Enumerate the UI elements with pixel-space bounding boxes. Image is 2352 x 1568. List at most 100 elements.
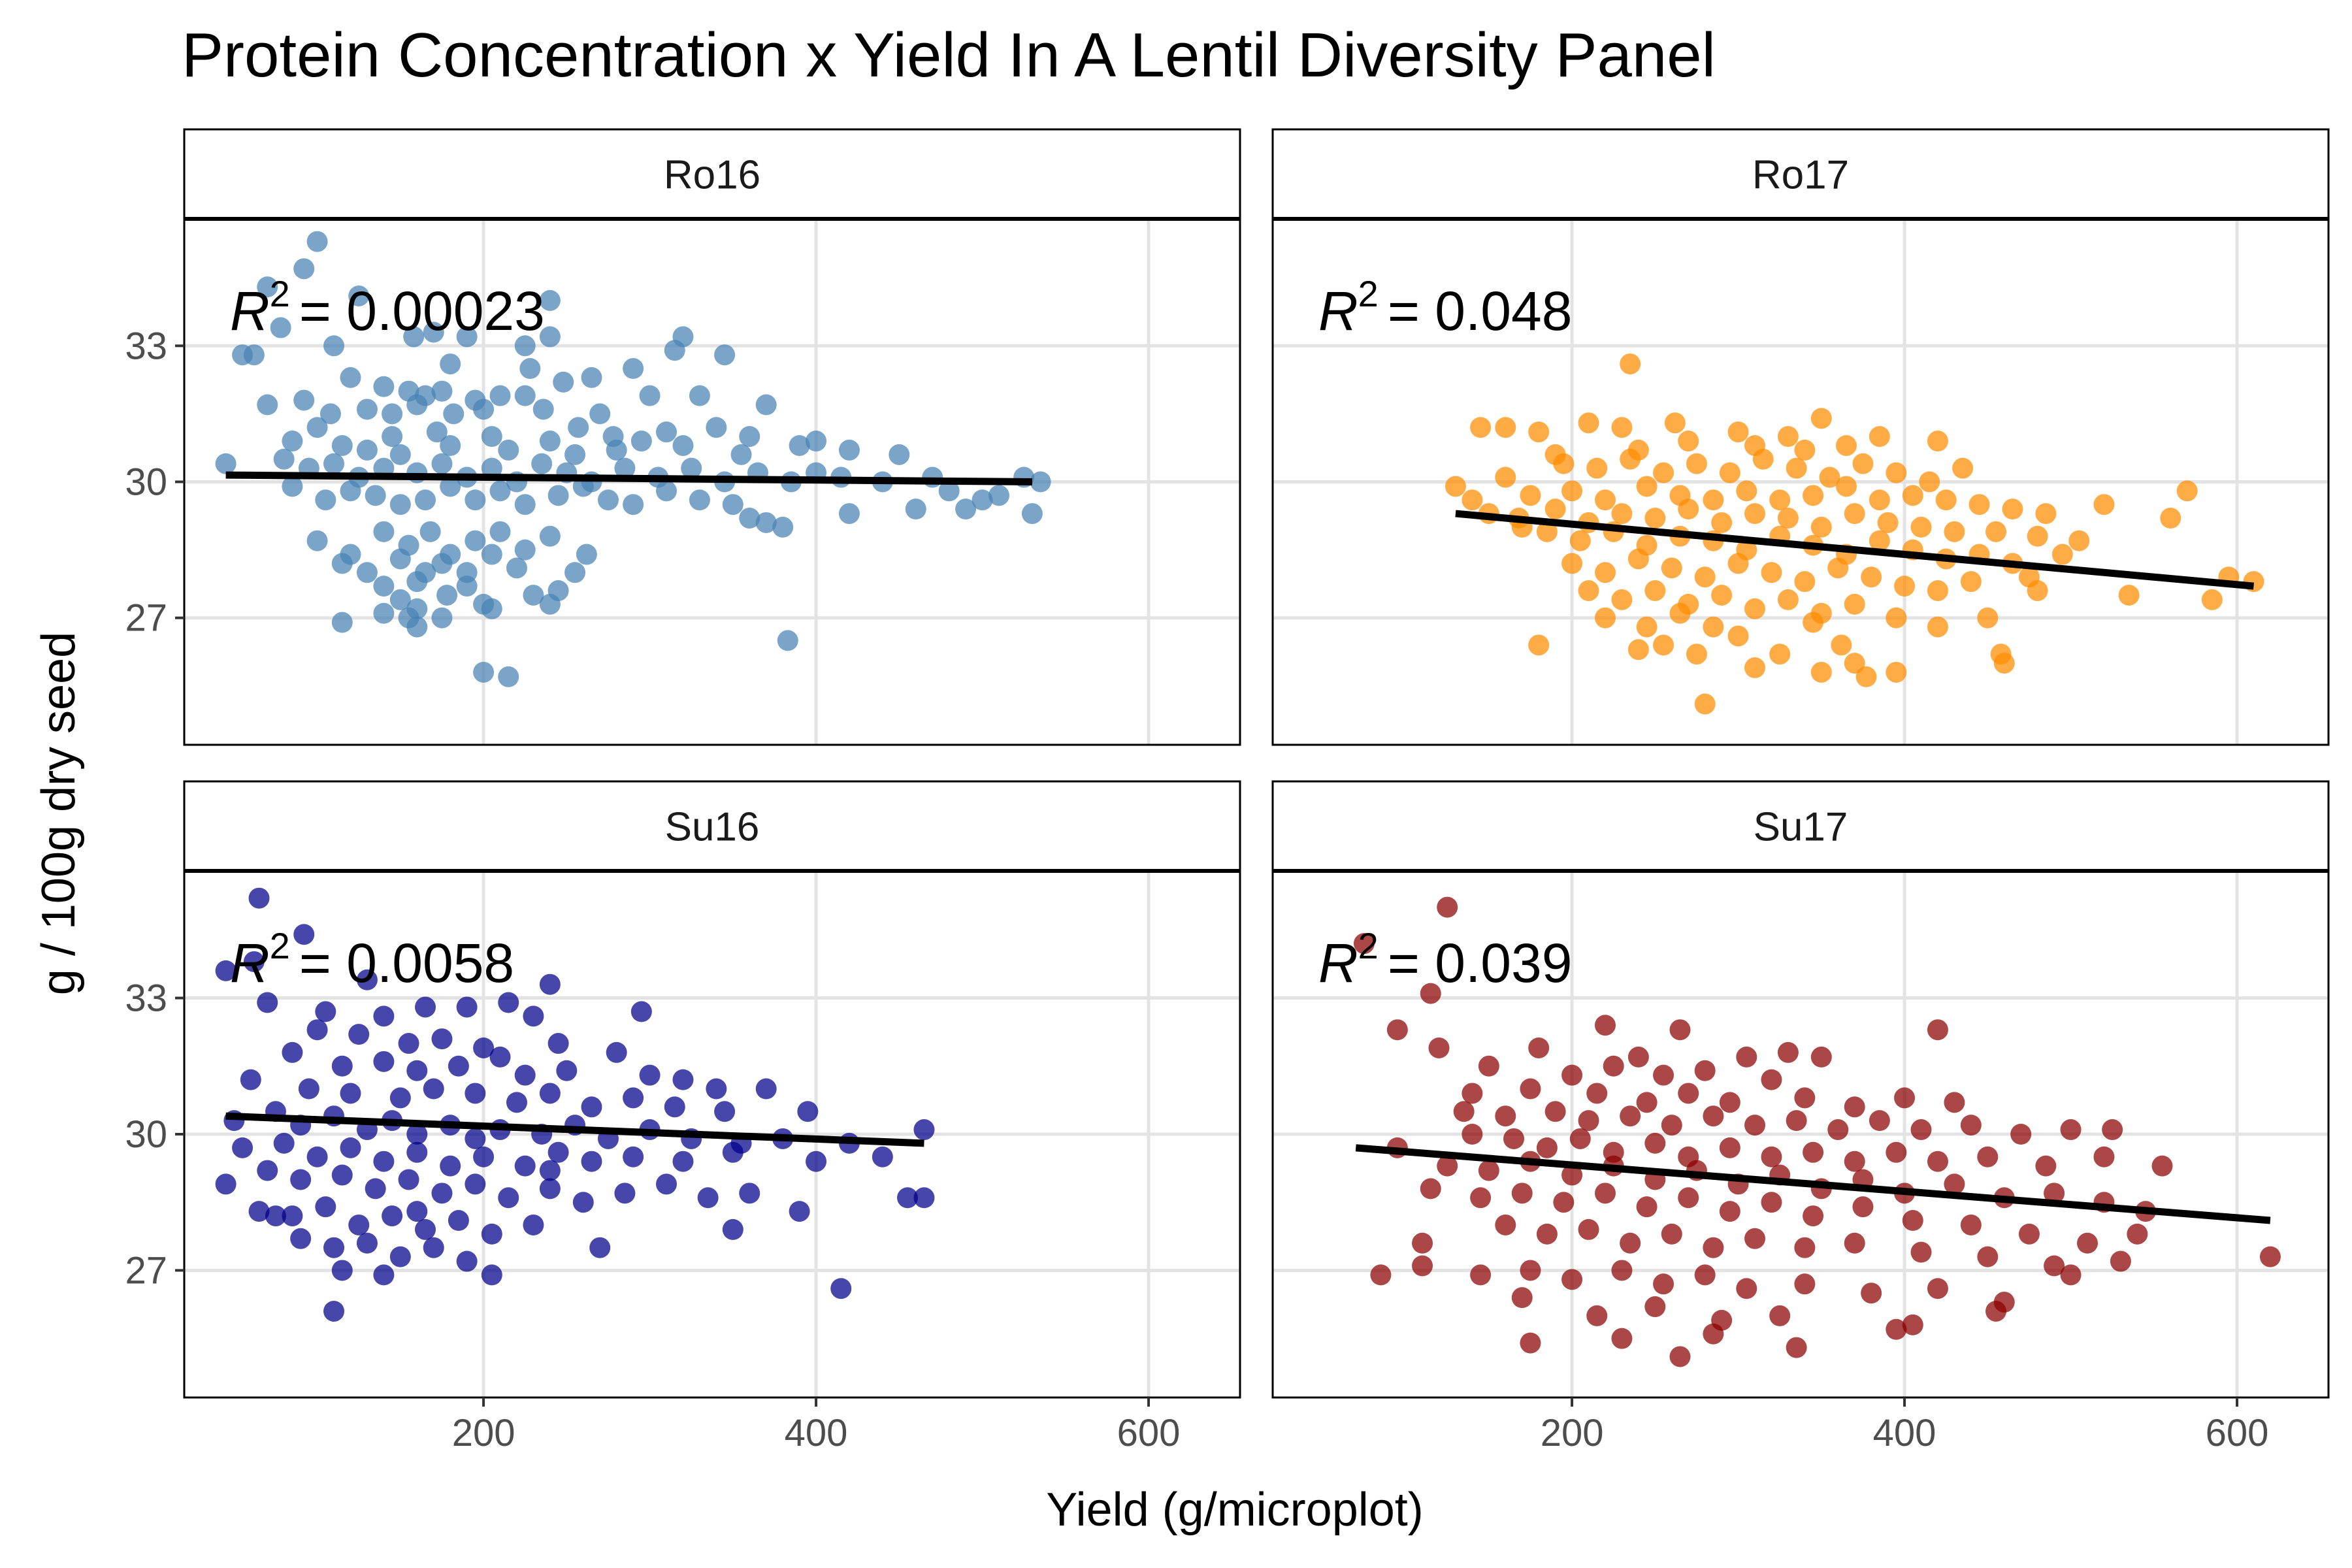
data-point <box>714 344 736 366</box>
x-tick-label: 600 <box>2206 1412 2269 1454</box>
data-point <box>373 602 395 624</box>
data-point <box>2051 544 2073 565</box>
data-point <box>348 1024 370 1045</box>
data-point <box>1462 1083 1483 1104</box>
data-point <box>1578 1218 1599 1240</box>
data-point <box>514 335 536 357</box>
data-point <box>403 326 425 348</box>
data-point <box>1453 1101 1475 1122</box>
data-point <box>1769 1305 1791 1326</box>
data-point <box>2060 1119 2082 1141</box>
data-point <box>1960 1115 1982 1136</box>
data-point <box>382 426 403 448</box>
data-point <box>897 1187 919 1209</box>
data-point <box>498 439 519 461</box>
data-point <box>722 494 743 515</box>
data-point <box>1855 666 1877 687</box>
data-point <box>1653 462 1674 483</box>
data-point <box>356 439 378 461</box>
data-point <box>282 476 303 497</box>
data-point <box>1653 1273 1674 1295</box>
data-point <box>415 1218 436 1240</box>
data-point <box>1894 1087 1916 1109</box>
data-point <box>257 276 278 298</box>
data-point <box>564 444 586 465</box>
chart-title: Protein Concentration x Yield In A Lenti… <box>182 20 1716 90</box>
data-point <box>306 1019 328 1041</box>
data-point <box>406 394 428 416</box>
data-point <box>1561 1064 1583 1086</box>
data-point <box>423 1237 444 1258</box>
data-point <box>1835 476 1857 497</box>
data-point <box>1470 1187 1492 1209</box>
data-point <box>2151 1155 2173 1177</box>
data-point <box>1578 580 1599 602</box>
data-point <box>356 399 378 420</box>
data-point <box>614 1183 636 1204</box>
data-point <box>348 285 370 306</box>
data-point <box>257 992 278 1013</box>
data-point <box>1761 1192 1782 1213</box>
data-point <box>1902 485 1923 506</box>
data-point <box>406 571 428 593</box>
data-point <box>1669 602 1691 624</box>
data-point <box>1528 634 1550 656</box>
data-point <box>2068 530 2090 551</box>
data-point <box>373 1051 395 1072</box>
data-point <box>448 1210 469 1232</box>
data-point <box>1495 1214 1516 1235</box>
data-point <box>1611 1328 1633 1349</box>
data-point <box>539 431 561 452</box>
data-point <box>547 580 569 602</box>
data-point <box>306 1146 328 1168</box>
data-point <box>806 1151 827 1172</box>
data-point <box>514 539 536 561</box>
data-point <box>406 1124 428 1145</box>
data-point <box>539 326 561 348</box>
y-tick-label: 27 <box>125 1249 167 1292</box>
data-point <box>539 289 561 311</box>
data-point <box>398 1033 419 1054</box>
data-point <box>489 480 511 502</box>
data-point <box>1727 421 1749 443</box>
data-point <box>489 521 511 542</box>
data-point <box>1827 557 1849 579</box>
data-point <box>1664 412 1686 434</box>
data-point <box>1761 1146 1782 1168</box>
data-point <box>1944 1092 1965 1113</box>
data-point <box>473 661 495 683</box>
data-point <box>1719 1137 1740 1158</box>
data-point <box>1661 1223 1682 1245</box>
data-point <box>398 1169 419 1190</box>
data-point <box>1661 1115 1682 1136</box>
data-point <box>1636 1196 1658 1218</box>
data-point <box>1694 693 1716 715</box>
data-point <box>838 439 860 461</box>
data-point <box>1819 466 1840 488</box>
data-point <box>293 389 315 411</box>
data-point <box>465 1173 486 1195</box>
data-point <box>423 1078 444 1100</box>
data-point <box>755 394 777 416</box>
data-point <box>243 951 265 972</box>
x-tick-label: 200 <box>1541 1412 1604 1454</box>
data-point <box>1803 1141 1824 1163</box>
data-point <box>656 421 678 443</box>
data-point <box>2076 1232 2098 1254</box>
y-tick-label: 30 <box>125 1113 167 1156</box>
data-point <box>293 258 315 280</box>
data-point <box>1794 1087 1816 1109</box>
data-point <box>232 1137 253 1158</box>
data-point <box>532 399 554 420</box>
data-point <box>2010 1124 2032 1145</box>
data-point <box>547 1033 569 1054</box>
data-point <box>739 1183 760 1204</box>
data-point <box>1627 439 1649 461</box>
data-point <box>340 367 361 388</box>
data-point <box>473 1146 495 1168</box>
data-point <box>348 1214 370 1235</box>
data-point <box>1561 1164 1583 1186</box>
r-squared-label: R2 = 0.00023 <box>230 273 545 342</box>
strip-label: Su17 <box>1754 805 1848 850</box>
data-point <box>1428 1037 1450 1058</box>
